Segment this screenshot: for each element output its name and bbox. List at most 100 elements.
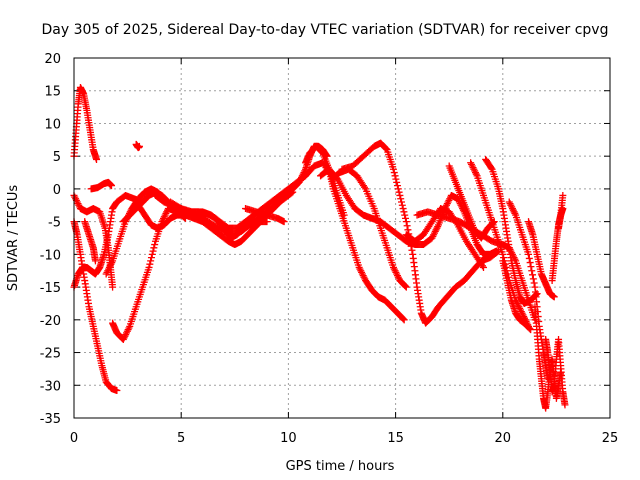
data-point xyxy=(511,209,519,217)
data-point xyxy=(93,155,101,163)
series-trace-3 xyxy=(70,191,117,291)
data-point xyxy=(147,254,155,262)
series-trace-10 xyxy=(132,140,143,152)
data-point xyxy=(75,201,83,209)
series-trace-28 xyxy=(542,335,569,409)
data-point xyxy=(431,227,439,235)
data-point xyxy=(469,164,477,172)
data-point xyxy=(123,329,131,337)
data-point xyxy=(470,165,478,173)
data-point xyxy=(123,327,131,335)
data-point xyxy=(149,247,157,255)
x-axis-label: GPS time / hours xyxy=(286,459,395,474)
data-point xyxy=(434,223,442,231)
data-point xyxy=(401,211,409,219)
data-point xyxy=(487,164,495,172)
data-point xyxy=(471,167,479,175)
data-point xyxy=(358,268,366,276)
data-point xyxy=(507,201,515,209)
y-tick-label: -30 xyxy=(40,379,61,394)
series-trace-24 xyxy=(499,257,535,334)
series-trace-15 xyxy=(302,142,408,324)
data-point xyxy=(399,315,407,323)
y-tick-label: 0 xyxy=(53,183,61,198)
data-point xyxy=(399,314,407,322)
data-point xyxy=(526,325,534,333)
data-point xyxy=(527,263,535,271)
data-point xyxy=(148,250,156,258)
data-point xyxy=(145,263,153,271)
data-point xyxy=(355,263,363,271)
data-point xyxy=(360,273,368,281)
data-point xyxy=(391,267,399,275)
y-tick-label: -15 xyxy=(40,281,61,296)
data-point xyxy=(518,309,526,317)
data-point xyxy=(390,265,398,273)
x-tick-label: 0 xyxy=(70,431,78,446)
data-point xyxy=(403,222,411,230)
data-point xyxy=(399,205,407,213)
data-point xyxy=(508,205,516,213)
data-point xyxy=(150,244,158,252)
data-point xyxy=(527,326,535,334)
data-point xyxy=(525,324,533,332)
data-point xyxy=(467,159,475,167)
data-point xyxy=(517,308,525,316)
data-point xyxy=(443,200,451,208)
data-point xyxy=(402,283,410,291)
data-point xyxy=(121,332,129,340)
data-point xyxy=(289,188,297,196)
data-point xyxy=(525,254,533,262)
series-trace-26 xyxy=(525,218,558,301)
data-point xyxy=(105,263,113,271)
data-point xyxy=(103,268,111,276)
data-point xyxy=(73,198,81,206)
data-point xyxy=(407,242,415,250)
grid xyxy=(74,58,610,418)
data-point xyxy=(516,306,524,314)
data-point xyxy=(444,198,452,206)
series-trace-19 xyxy=(402,205,488,271)
series-trace-2 xyxy=(70,218,121,395)
data-point xyxy=(397,195,405,203)
data-point xyxy=(395,188,403,196)
series-trace-30 xyxy=(555,191,567,232)
data-point xyxy=(122,331,130,339)
series-trace-17 xyxy=(327,165,410,291)
data-point xyxy=(120,334,128,342)
data-point xyxy=(525,250,533,258)
data-point xyxy=(151,241,159,249)
data-point xyxy=(402,218,410,226)
data-point xyxy=(105,265,113,273)
data-point xyxy=(393,178,401,186)
data-point xyxy=(393,270,401,278)
data-point xyxy=(147,257,155,265)
data-point xyxy=(402,282,410,290)
x-tick-label: 10 xyxy=(280,431,297,446)
data-point xyxy=(146,260,154,268)
data-point xyxy=(529,271,537,279)
series-trace-1 xyxy=(70,83,101,163)
data-point xyxy=(499,250,507,258)
x-tick-label: 5 xyxy=(177,431,185,446)
data-point xyxy=(382,145,390,153)
data-point xyxy=(505,198,513,206)
data-point xyxy=(288,189,296,197)
data-point xyxy=(91,257,99,265)
data-point xyxy=(430,231,438,239)
data-point xyxy=(508,203,516,211)
data-point xyxy=(559,191,567,199)
data-point xyxy=(160,214,168,222)
data-point xyxy=(398,201,406,209)
data-point xyxy=(428,234,436,242)
data-point xyxy=(104,267,112,275)
data-point xyxy=(74,200,82,208)
series-trace-5 xyxy=(87,178,116,193)
data-series xyxy=(70,83,569,412)
y-tick-label: 20 xyxy=(44,52,61,67)
data-point xyxy=(561,401,569,409)
y-tick-label: 15 xyxy=(44,85,61,100)
y-tick-label: -25 xyxy=(40,347,61,362)
data-point xyxy=(263,218,271,226)
